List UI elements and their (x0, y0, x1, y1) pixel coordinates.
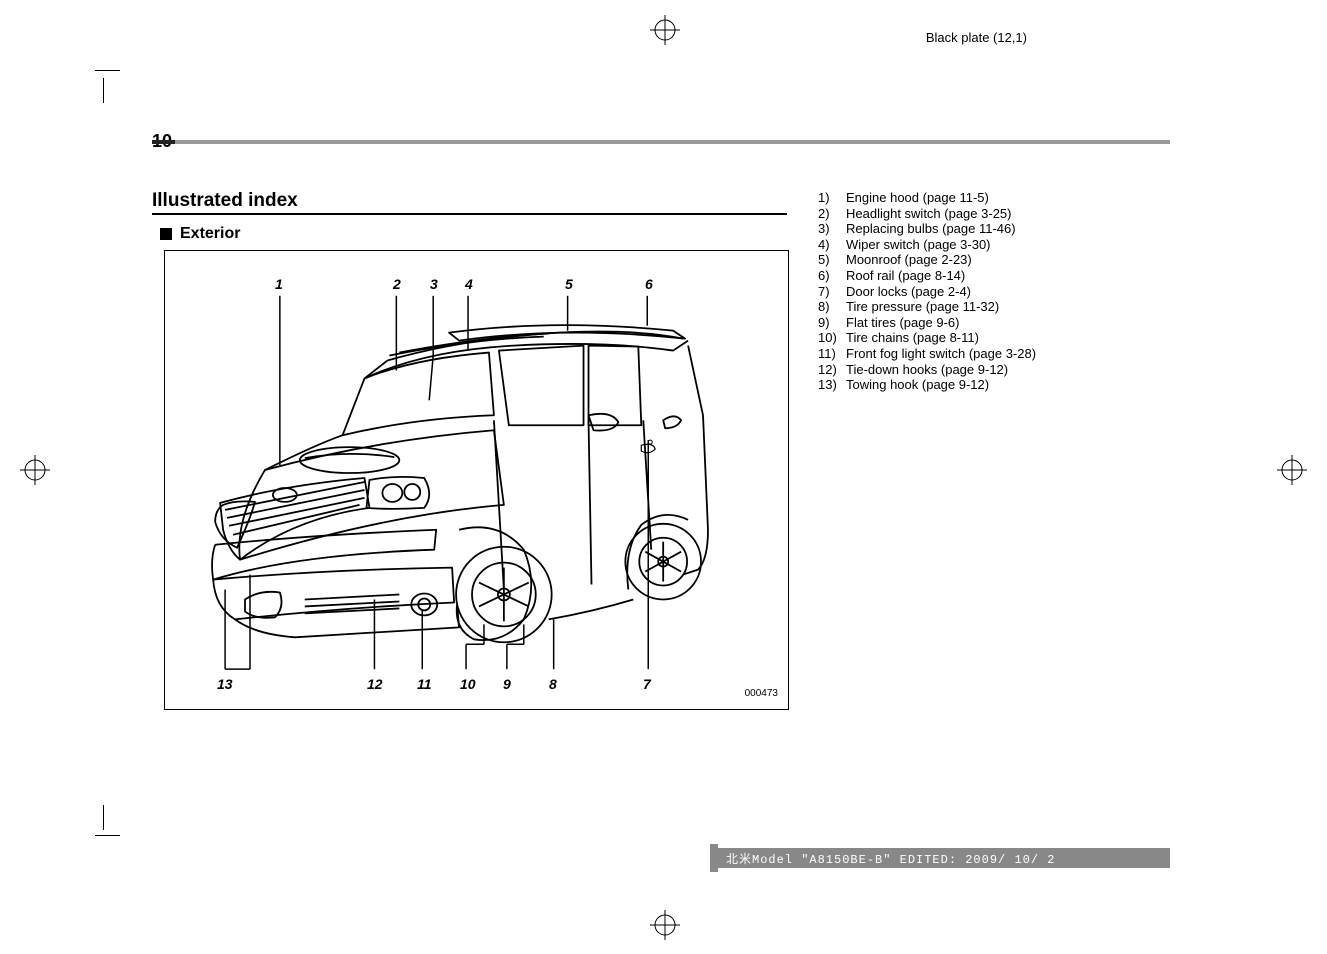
diagram-callout-12: 12 (367, 676, 383, 692)
corner-crop-bl-h (95, 835, 120, 836)
legend-item: 1)Engine hood (page 11-5) (818, 190, 1036, 206)
crop-mark-bottom (650, 910, 680, 940)
diagram-id: 000473 (745, 688, 778, 699)
diagram-callout-4: 4 (465, 276, 473, 292)
legend-item: 5)Moonroof (page 2-23) (818, 252, 1036, 268)
subsection-bullet-icon (160, 228, 172, 240)
legend-text: Tire pressure (page 11-32) (846, 299, 999, 315)
legend-text: Tie-down hooks (page 9-12) (846, 362, 1008, 378)
legend-text: Headlight switch (page 3-25) (846, 206, 1011, 222)
legend-text: Roof rail (page 8-14) (846, 268, 965, 284)
legend-item: 12)Tie-down hooks (page 9-12) (818, 362, 1036, 378)
crop-mark-right (1277, 455, 1307, 485)
legend-num: 3) (818, 221, 846, 237)
legend-item: 3)Replacing bulbs (page 11-46) (818, 221, 1036, 237)
legend-item: 4)Wiper switch (page 3-30) (818, 237, 1036, 253)
legend-text: Front fog light switch (page 3-28) (846, 346, 1036, 362)
legend-item: 6)Roof rail (page 8-14) (818, 268, 1036, 284)
diagram-callout-5: 5 (565, 276, 573, 292)
header-rule-accent (152, 140, 175, 144)
legend-text: Door locks (page 2-4) (846, 284, 971, 300)
legend-item: 11)Front fog light switch (page 3-28) (818, 346, 1036, 362)
legend-item: 9)Flat tires (page 9-6) (818, 315, 1036, 331)
legend-num: 12) (818, 362, 846, 378)
diagram-callout-6: 6 (645, 276, 653, 292)
footer-accent (710, 844, 718, 872)
header-rule (175, 140, 1170, 144)
legend-item: 10)Tire chains (page 8-11) (818, 330, 1036, 346)
legend-text: Engine hood (page 11-5) (846, 190, 989, 206)
corner-crop-tl-v (103, 78, 104, 103)
subsection-title: Exterior (180, 225, 240, 243)
corner-crop-bl-v (103, 805, 104, 830)
footer-box: 北米Model "A8150BE-B" EDITED: 2009/ 10/ 2 (718, 848, 1170, 868)
legend-item: 7)Door locks (page 2-4) (818, 284, 1036, 300)
legend-text: Replacing bulbs (page 11-46) (846, 221, 1016, 237)
legend-num: 11) (818, 346, 846, 362)
legend-item: 2)Headlight switch (page 3-25) (818, 206, 1036, 222)
legend-num: 9) (818, 315, 846, 331)
legend-text: Towing hook (page 9-12) (846, 377, 989, 393)
diagram-callout-7: 7 (643, 676, 651, 692)
legend-text: Wiper switch (page 3-30) (846, 237, 991, 253)
legend-list: 1)Engine hood (page 11-5) 2)Headlight sw… (818, 190, 1036, 393)
diagram-callout-11: 11 (417, 676, 432, 692)
corner-crop-tl-h (95, 70, 120, 71)
legend-num: 4) (818, 237, 846, 253)
legend-num: 13) (818, 377, 846, 393)
diagram-callout-3: 3 (430, 276, 438, 292)
crop-mark-top (650, 15, 680, 45)
legend-num: 7) (818, 284, 846, 300)
legend-text: Tire chains (page 8-11) (846, 330, 979, 346)
legend-num: 8) (818, 299, 846, 315)
section-title: Illustrated index (152, 190, 298, 212)
legend-item: 8)Tire pressure (page 11-32) (818, 299, 1036, 315)
footer-text: 北米Model "A8150BE-B" EDITED: 2009/ 10/ 2 (726, 850, 1055, 867)
legend-text: Flat tires (page 9-6) (846, 315, 959, 331)
legend-num: 5) (818, 252, 846, 268)
diagram-callout-2: 2 (393, 276, 401, 292)
legend-num: 10) (818, 330, 846, 346)
crop-mark-left (20, 455, 50, 485)
diagram-callout-10: 10 (460, 676, 476, 692)
diagram-callout-9: 9 (503, 676, 511, 692)
legend-num: 2) (818, 206, 846, 222)
subsection-heading: Exterior (160, 225, 240, 243)
diagram-callout-8: 8 (549, 676, 557, 692)
diagram-callout-1: 1 (275, 276, 283, 292)
legend-num: 1) (818, 190, 846, 206)
legend-text: Moonroof (page 2-23) (846, 252, 972, 268)
legend-num: 6) (818, 268, 846, 284)
exterior-diagram: 1 2 3 4 5 6 13 12 11 10 9 8 7 000473 (164, 250, 789, 710)
header-plate-text: Black plate (12,1) (926, 30, 1027, 45)
diagram-callout-13: 13 (217, 676, 233, 692)
legend-item: 13)Towing hook (page 9-12) (818, 377, 1036, 393)
section-rule (152, 213, 787, 215)
